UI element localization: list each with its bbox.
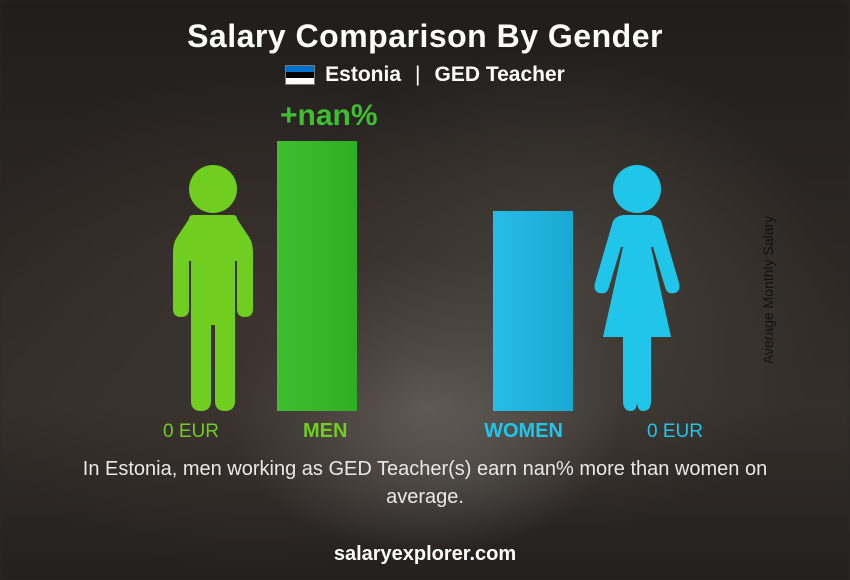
men-value: 0 EUR [163,421,219,443]
job-label: GED Teacher [435,63,565,87]
man-icon [153,161,273,411]
description-text: In Estonia, men working as GED Teacher(s… [0,455,850,511]
site-credit: salaryexplorer.com [0,543,850,566]
difference-label: +nan% [280,99,378,133]
women-bar [493,211,573,411]
separator: | [415,63,420,87]
men-label: MEN [303,420,347,443]
woman-icon [577,161,697,411]
comparison-chart: +nan% 0 EUR MEN WOMEN 0 EU [145,105,705,445]
flag-stripe-bottom [286,78,314,84]
men-group [153,141,361,411]
page-title: Salary Comparison By Gender [0,18,850,55]
chart-labels: 0 EUR MEN WOMEN 0 EUR [145,415,705,445]
infographic-content: Salary Comparison By Gender Estonia | GE… [0,0,850,580]
y-axis-label: Average Monthly Salary [760,216,776,364]
women-group [489,161,697,411]
estonia-flag-icon [285,65,315,85]
country-label: Estonia [325,63,401,87]
subtitle-row: Estonia | GED Teacher [0,63,850,87]
men-bar [277,141,357,411]
women-label: WOMEN [484,420,563,443]
women-value: 0 EUR [647,421,703,443]
